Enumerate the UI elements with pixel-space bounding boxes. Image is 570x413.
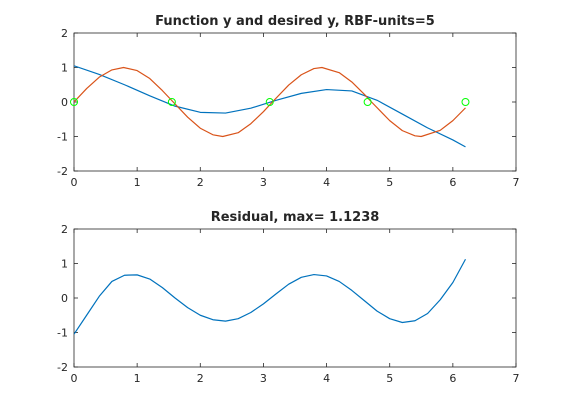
top-panel-x-tick-label: 2: [197, 176, 204, 189]
top-panel-y-tick-label: 1: [61, 62, 68, 75]
bottom-panel: Residual, max= 1.1238 0 1 2 3 4 5 6 7 -2 -1 0 1 2: [57, 210, 519, 385]
bottom-panel-x-tick-label: 6: [449, 372, 456, 385]
residual-line: [74, 258, 467, 335]
bottom-panel-x-tick-label: 1: [134, 372, 141, 385]
rbf-center-marker: [167, 98, 176, 106]
top-panel-y-tick-label: -1: [57, 131, 68, 144]
bottom-panel-x-tick-label: 7: [513, 372, 520, 385]
top-panel-y-tick-label: 0: [61, 96, 68, 109]
bottom-panel-x-tick-label: 3: [260, 372, 267, 385]
top-panel-x-tick-label: 1: [134, 176, 141, 189]
bottom-panel-y-tick-label: -1: [57, 327, 68, 340]
bottom-panel-y-tick-label: 0: [61, 292, 68, 305]
top-panel: Function y and desired y, RBF-units=5 0 1…: [57, 14, 519, 189]
rbf-center-marker: [461, 98, 470, 106]
top-panel-y-tick-label: 2: [61, 27, 68, 40]
rbf-center-marker: [363, 98, 372, 106]
bottom-panel-x-tick-label: 4: [323, 372, 330, 385]
bottom-panel-data: [74, 258, 467, 335]
bottom-panel-y-tick-label: -2: [57, 361, 68, 374]
top-panel-x-tick-label: 7: [513, 176, 520, 189]
bottom-panel-y-tick-label: 1: [61, 258, 68, 271]
desired-output-line: [74, 66, 466, 138]
bottom-panel-x-tick-label: 2: [197, 372, 204, 385]
top-panel-y-tick-label: -2: [57, 165, 68, 178]
network-output-line: [74, 65, 466, 148]
top-panel-x-tick-label: 4: [323, 176, 330, 189]
top-panel-title: Function y and desired y, RBF-units=5: [155, 14, 435, 29]
bottom-panel-y-tick-label: 2: [61, 223, 68, 236]
bottom-panel-title: Residual, max= 1.1238: [211, 210, 380, 225]
bottom-panel-x-tick-label: 0: [71, 372, 78, 385]
bottom-panel-x-tick-label: 5: [386, 372, 393, 385]
top-panel-data: [74, 65, 466, 148]
rbf-center-marker: [70, 98, 78, 106]
top-panel-x-tick-label: 5: [386, 176, 393, 189]
top-panel-x-tick-label: 3: [260, 176, 267, 189]
rbf-center-marker: [265, 98, 274, 106]
top-panel-x-tick-label: 6: [449, 176, 456, 189]
top-panel-x-tick-label: 0: [71, 176, 78, 189]
